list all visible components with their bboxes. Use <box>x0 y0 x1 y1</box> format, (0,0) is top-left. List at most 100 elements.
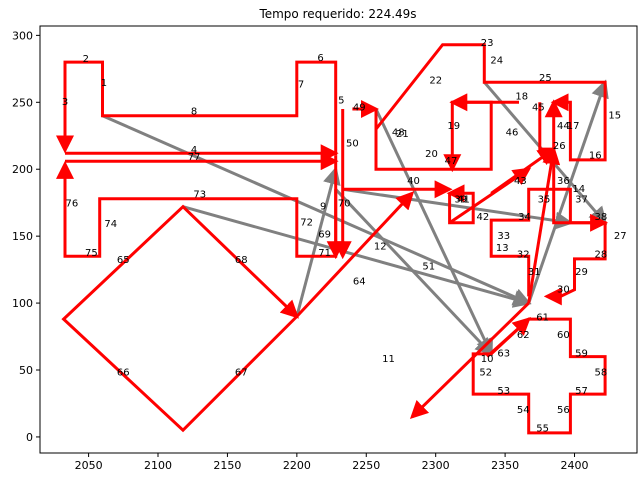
node-label: 45 <box>532 102 545 113</box>
x-tick-label: 2300 <box>422 459 450 472</box>
node-label: 64 <box>353 276 366 287</box>
route-segment-11 <box>489 187 609 297</box>
node-label: 26 <box>553 141 566 152</box>
node-label: 35 <box>538 195 551 206</box>
node-label: 49 <box>353 102 366 113</box>
node-label: 59 <box>575 349 588 360</box>
node-label: 51 <box>422 262 435 273</box>
node-label: 5 <box>338 96 344 107</box>
y-tick-label: 150 <box>12 230 33 243</box>
node-label: 30 <box>557 284 570 295</box>
node-label: 41 <box>457 195 470 206</box>
node-label: 40 <box>407 176 420 187</box>
node-label: 17 <box>567 121 580 132</box>
node-label: 24 <box>490 56 503 67</box>
route-segment-20 <box>527 146 561 304</box>
node-label: 73 <box>193 189 206 200</box>
node-label: 33 <box>497 231 510 242</box>
y-tick-label: 200 <box>12 163 33 176</box>
x-tick-label: 2050 <box>75 459 103 472</box>
x-tick-label: 2200 <box>283 459 311 472</box>
node-label: 34 <box>518 212 531 223</box>
node-label: 13 <box>496 243 509 254</box>
node-label: 46 <box>506 128 519 139</box>
node-label: 75 <box>85 248 98 259</box>
node-label: 56 <box>557 405 570 416</box>
node-label: 65 <box>117 255 130 266</box>
node-label: 1 <box>101 78 107 89</box>
node-label: 63 <box>497 349 510 360</box>
node-label: 68 <box>235 255 248 266</box>
node-label: 62 <box>517 330 530 341</box>
node-label: 71 <box>318 248 331 259</box>
node-label: 61 <box>536 313 549 324</box>
y-tick-label: 50 <box>19 364 33 377</box>
node-label: 74 <box>104 219 117 230</box>
node-label: 72 <box>300 217 313 228</box>
y-tick-label: 100 <box>12 297 33 310</box>
node-label: 4 <box>191 145 197 156</box>
node-label: 44 <box>557 121 570 132</box>
node-label: 38 <box>595 212 608 223</box>
return-segment-1 <box>101 114 532 306</box>
node-label: 57 <box>575 386 588 397</box>
node-label: 69 <box>318 230 331 241</box>
node-label: 16 <box>589 151 602 162</box>
x-tick-label: 2250 <box>352 459 380 472</box>
node-label: 47 <box>445 156 458 167</box>
route-segment-17 <box>56 160 338 258</box>
node-label: 36 <box>557 176 570 187</box>
node-label: 32 <box>517 250 530 261</box>
node-label: 6 <box>317 53 323 64</box>
node-label: 12 <box>374 242 387 253</box>
node-label: 76 <box>66 199 79 210</box>
x-tick-label: 2100 <box>144 459 172 472</box>
node-label: 19 <box>447 121 460 132</box>
node-label: 70 <box>338 199 351 210</box>
node-label: 43 <box>514 176 527 187</box>
node-label: 3 <box>62 97 68 108</box>
node-label: 48 <box>392 128 405 139</box>
return-segment-6 <box>334 188 494 357</box>
node-label: 2 <box>83 54 89 65</box>
route-segment-15 <box>295 191 415 318</box>
y-tick-label: 300 <box>12 29 33 42</box>
node-label: 8 <box>191 106 197 117</box>
return-segment-3 <box>342 187 574 230</box>
y-tick-label: 0 <box>26 431 33 444</box>
node-label: 28 <box>595 250 608 261</box>
node-label: 11 <box>382 354 395 365</box>
node-label: 7 <box>298 80 304 91</box>
node-label: 52 <box>479 367 492 378</box>
node-label: 31 <box>528 267 541 278</box>
route-segment-16 <box>61 204 299 433</box>
route-segment-18 <box>471 317 607 435</box>
node-label: 58 <box>595 367 608 378</box>
node-label: 27 <box>614 231 627 242</box>
node-label: 67 <box>235 367 248 378</box>
x-tick-label: 2400 <box>561 459 589 472</box>
node-label: 15 <box>608 110 621 121</box>
y-tick-label: 250 <box>12 96 33 109</box>
node-label: 29 <box>575 267 588 278</box>
node-label: 14 <box>572 184 585 195</box>
route-segment-7 <box>374 43 607 162</box>
node-label: 20 <box>425 149 438 160</box>
route-segment-22 <box>448 167 532 225</box>
node-label: 18 <box>515 92 528 103</box>
node-label: 25 <box>539 73 552 84</box>
route-segment-10 <box>543 149 607 306</box>
route-segment-19 <box>409 302 530 419</box>
node-label: 22 <box>429 76 442 87</box>
node-label: 39 <box>454 195 467 206</box>
node-label: 9 <box>320 201 326 212</box>
x-tick-label: 2150 <box>213 459 241 472</box>
route-segment-3 <box>56 60 338 156</box>
node-label: 66 <box>117 367 130 378</box>
node-label: 60 <box>557 330 570 341</box>
route-segment-12 <box>446 184 475 225</box>
node-label: 10 <box>481 354 494 365</box>
node-label: 77 <box>188 152 201 163</box>
